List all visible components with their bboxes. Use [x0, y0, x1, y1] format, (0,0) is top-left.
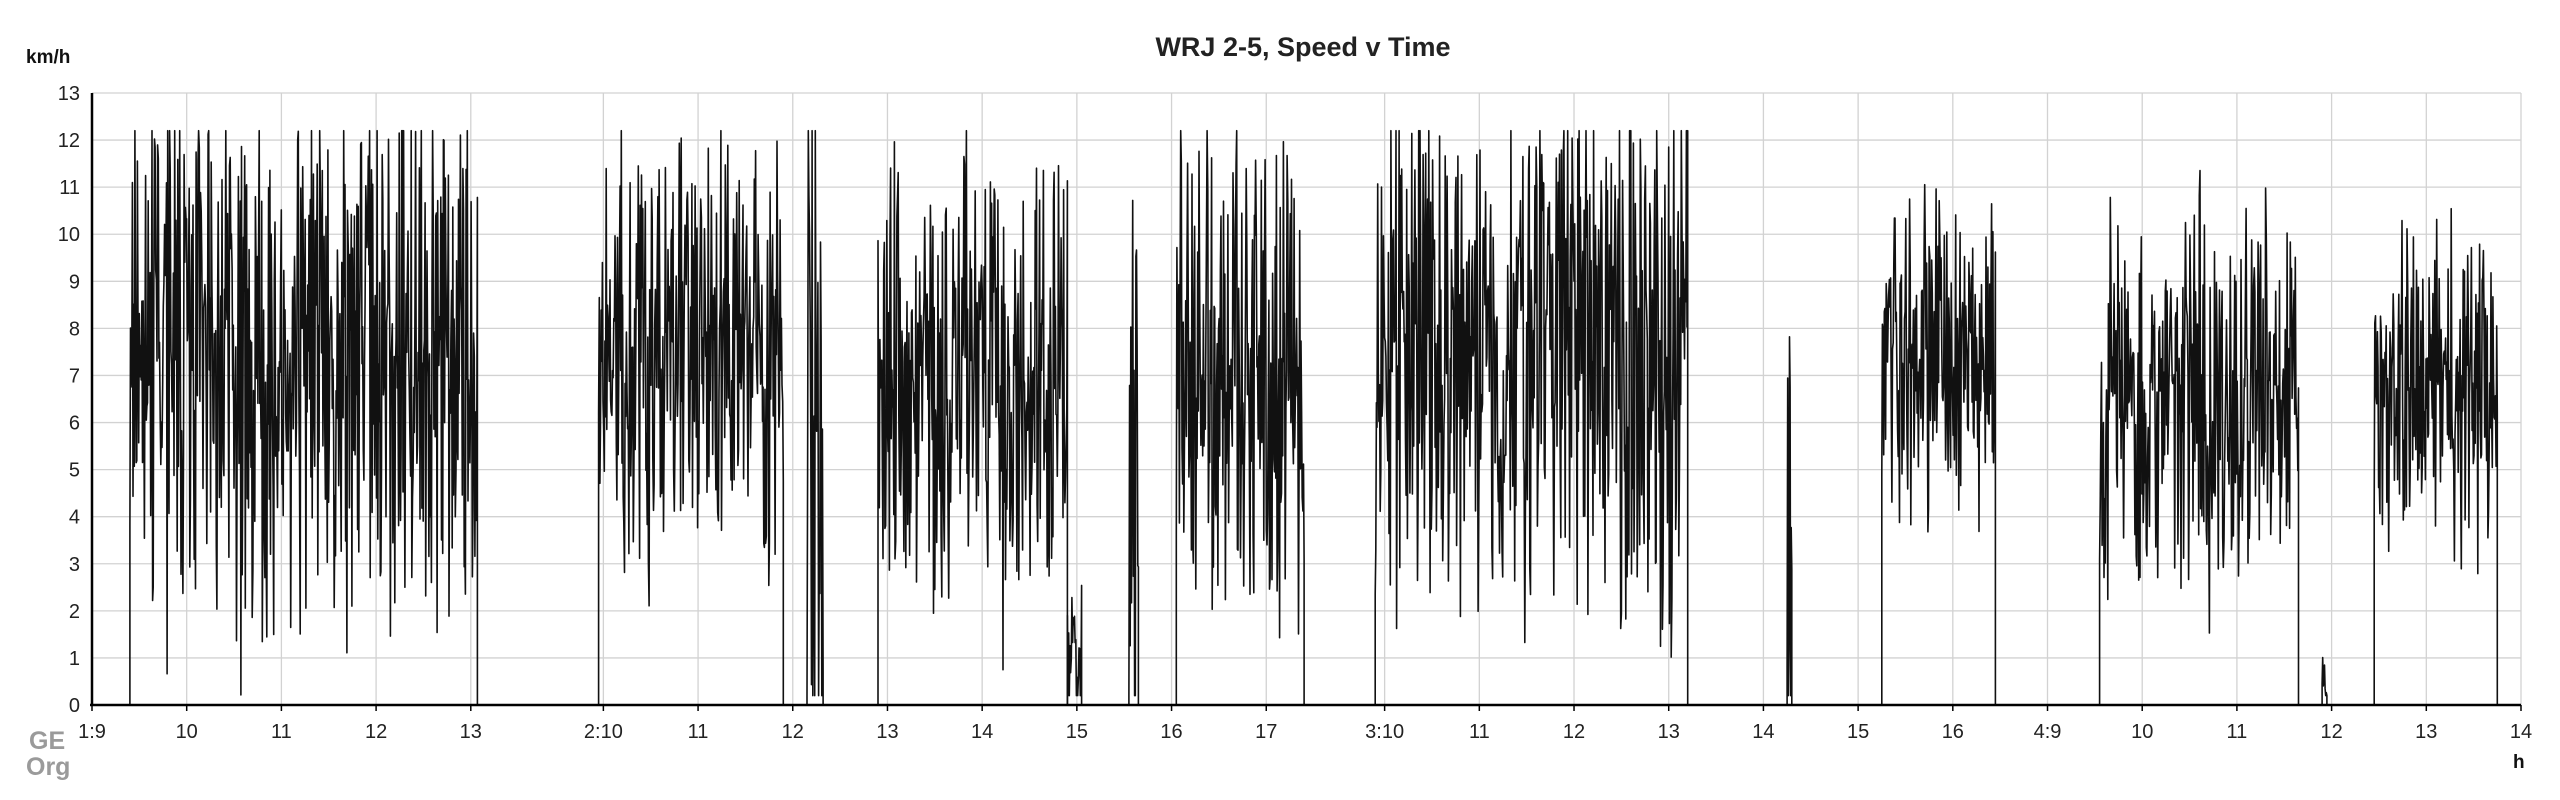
x-tick-label: 12 — [365, 721, 387, 743]
x-tick-label: 14 — [971, 721, 993, 743]
x-tick-label: 10 — [176, 721, 198, 743]
y-tick-label: 10 — [58, 224, 80, 246]
x-tick-label: 12 — [1563, 721, 1585, 743]
speed-line-segment — [877, 129, 1069, 705]
x-tick-label: 13 — [460, 721, 482, 743]
y-tick-label: 8 — [69, 318, 80, 340]
x-tick-label: 3:10 — [1365, 721, 1404, 743]
x-tick-label: 11 — [1469, 721, 1490, 743]
x-tick-label: 4:9 — [2034, 721, 2062, 743]
y-tick-label: 11 — [59, 177, 80, 199]
y-tick-label: 12 — [58, 130, 80, 152]
x-tick-label: 10 — [2131, 721, 2153, 743]
speed-series — [129, 129, 2499, 705]
speed-line-segment — [2373, 207, 2499, 705]
speed-line-segment — [1066, 584, 1083, 705]
x-tick-label: 15 — [1066, 721, 1088, 743]
x-axis-unit-label: h — [2513, 752, 2525, 773]
speed-line-segment — [129, 129, 479, 705]
y-tick-label: 5 — [69, 460, 80, 482]
speed-line-segment — [1374, 129, 1689, 705]
x-tick-label: 2:10 — [584, 721, 623, 743]
x-tick-label: 13 — [1658, 721, 1680, 743]
y-tick-label: 1 — [69, 648, 80, 670]
x-tick-label: 16 — [1160, 721, 1182, 743]
speed-line-segment — [2098, 169, 2300, 705]
logo-text-bottom: Org — [26, 753, 70, 781]
x-tick-label: 1:9 — [78, 721, 106, 743]
speed-line-segment — [597, 129, 785, 705]
speed-line-segment — [1881, 183, 1997, 705]
x-tick-label: 13 — [876, 721, 898, 743]
speed-line-segment — [2321, 656, 2328, 705]
x-tick-label: 16 — [1942, 721, 1964, 743]
ge-org-logo: GE Org — [26, 727, 70, 781]
y-tick-label: 7 — [69, 365, 80, 387]
y-tick-label: 6 — [69, 413, 80, 435]
y-tick-label: 4 — [69, 507, 80, 529]
speed-line-segment — [806, 129, 824, 705]
x-tick-label: 15 — [1847, 721, 1869, 743]
x-tick-label: 11 — [2227, 721, 2248, 743]
x-tick-label: 12 — [782, 721, 804, 743]
logo-text-top: GE — [29, 727, 65, 755]
chart-title: WRJ 2-5, Speed v Time — [1155, 32, 1450, 62]
y-tick-label: 13 — [58, 83, 80, 105]
x-tick-label: 11 — [688, 721, 709, 743]
y-tick-label: 0 — [69, 695, 80, 717]
y-axis-unit-label: km/h — [26, 47, 70, 68]
speed-line-segment — [1786, 335, 1793, 705]
speed-line-segment — [1128, 199, 1140, 705]
x-tick-label: 14 — [1752, 721, 1774, 743]
x-tick-label: 13 — [2415, 721, 2437, 743]
x-tick-label: 14 — [2510, 721, 2532, 743]
y-tick-label: 2 — [69, 601, 80, 623]
x-tick-label: 17 — [1255, 721, 1277, 743]
speed-line-segment — [1175, 129, 1305, 705]
x-axis-ticks: 1:9 10 11 12 13 2:10 11 12 13 14 15 16 17 3:10 11 12 13 1… — [78, 705, 2532, 743]
x-tick-label: 12 — [2320, 721, 2342, 743]
y-tick-label: 3 — [69, 554, 80, 576]
y-tick-label: 9 — [69, 271, 80, 293]
x-tick-label: 11 — [271, 721, 292, 743]
